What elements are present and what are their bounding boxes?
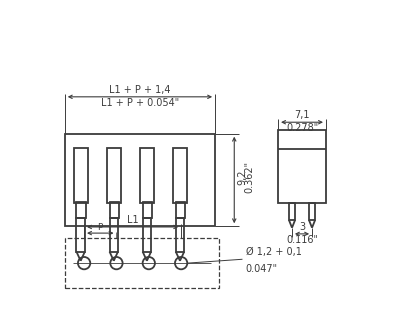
Text: P: P [98, 222, 103, 232]
Text: 0.047": 0.047" [246, 264, 278, 274]
Bar [107, 148, 121, 203]
Text: 0.278": 0.278" [286, 123, 318, 133]
Text: L1 + P + 1,4: L1 + P + 1,4 [109, 85, 171, 95]
Bar [174, 148, 187, 203]
Bar [110, 202, 119, 218]
Text: 0.116": 0.116" [286, 235, 318, 245]
Bar [309, 203, 315, 220]
Bar [143, 218, 151, 252]
Bar [176, 202, 185, 218]
Text: L1 + P + 0.054": L1 + P + 0.054" [101, 98, 179, 108]
Text: 3: 3 [299, 221, 305, 232]
Bar [65, 238, 219, 288]
Bar [289, 203, 295, 220]
Bar [143, 202, 152, 218]
Bar [65, 134, 215, 226]
Bar [140, 148, 154, 203]
Bar [110, 218, 118, 252]
Text: 0.362": 0.362" [244, 161, 254, 193]
Text: 7,1: 7,1 [294, 110, 310, 120]
Bar [74, 148, 88, 203]
Bar [176, 218, 184, 252]
Text: Ø 1,2 + 0,1: Ø 1,2 + 0,1 [246, 247, 302, 257]
Text: 9,2: 9,2 [237, 169, 247, 185]
Text: L1: L1 [127, 215, 138, 225]
Bar [76, 202, 86, 218]
Bar [278, 130, 326, 203]
Bar [76, 218, 85, 252]
